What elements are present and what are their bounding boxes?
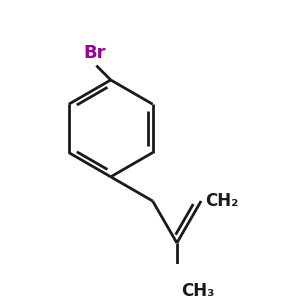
Text: CH₂: CH₂: [205, 192, 238, 210]
Text: CH₃: CH₃: [181, 282, 214, 300]
Text: Br: Br: [84, 44, 106, 62]
